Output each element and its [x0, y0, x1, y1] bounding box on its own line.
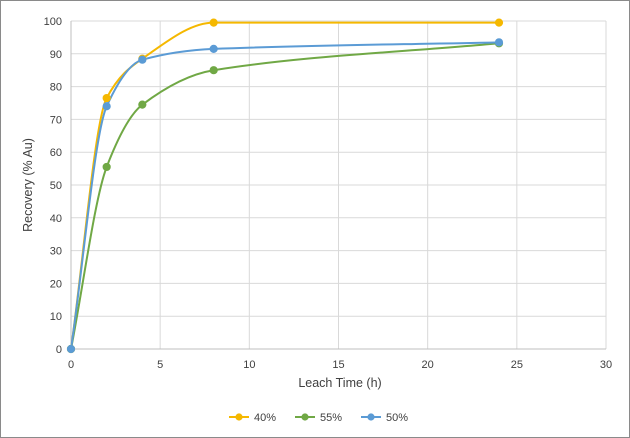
x-tick-label: 25: [511, 359, 523, 371]
y-tick-label: 70: [50, 114, 62, 126]
y-tick-label: 90: [50, 49, 62, 61]
y-tick-label: 20: [50, 278, 62, 290]
data-point: [209, 66, 218, 75]
gridlines: [71, 20, 607, 349]
legend-label: 40%: [254, 412, 276, 424]
data-point: [494, 38, 504, 47]
data-point: [66, 344, 76, 354]
legend-label: 50%: [386, 412, 408, 424]
y-tick-label: 0: [56, 344, 62, 356]
data-point: [102, 93, 111, 103]
tick-labels: 0 10 20 30 40 50 60 70 80 90 100 0 5 10 15 20 25 30: [44, 16, 612, 371]
series-layer: [66, 18, 504, 354]
data-point: [138, 100, 147, 109]
series-line: [70, 21, 499, 350]
data-point: [494, 18, 504, 27]
series-line: [70, 42, 500, 350]
data-point: [138, 55, 147, 64]
x-tick-label: 20: [422, 359, 434, 371]
y-tick-label: 50: [50, 180, 62, 192]
legend-label: 55%: [320, 412, 342, 424]
x-tick-label: 15: [332, 359, 344, 371]
legend-marker: [235, 413, 243, 421]
legend-marker: [301, 413, 309, 421]
y-tick-label: 80: [50, 82, 62, 94]
y-tick-label: 100: [44, 16, 62, 28]
data-point: [209, 18, 218, 27]
y-tick-label: 40: [50, 213, 62, 225]
y-axis-title: Recovery (% Au): [21, 138, 35, 232]
data-point: [102, 102, 111, 111]
x-axis-title: Leach Time (h): [298, 376, 381, 390]
legend-marker: [367, 413, 375, 421]
axes: [70, 21, 606, 350]
y-tick-label: 10: [50, 311, 62, 323]
data-point: [102, 162, 111, 172]
y-tick-label: 60: [50, 147, 62, 159]
x-tick-label: 10: [243, 359, 255, 371]
x-tick-label: 5: [157, 359, 163, 371]
series-line: [70, 41, 500, 350]
data-point: [209, 44, 218, 53]
y-tick-label: 30: [50, 246, 62, 258]
x-tick-label: 30: [600, 359, 612, 371]
x-tick-label: 0: [68, 359, 74, 371]
legend: 40% 55% 50%: [229, 412, 408, 424]
